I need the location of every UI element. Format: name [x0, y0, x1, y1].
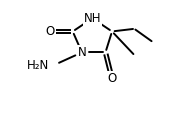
- Text: N: N: [78, 46, 86, 59]
- Text: O: O: [107, 72, 117, 85]
- Text: NH: NH: [84, 12, 101, 25]
- Text: H₂N: H₂N: [27, 59, 49, 72]
- Text: O: O: [46, 25, 55, 38]
